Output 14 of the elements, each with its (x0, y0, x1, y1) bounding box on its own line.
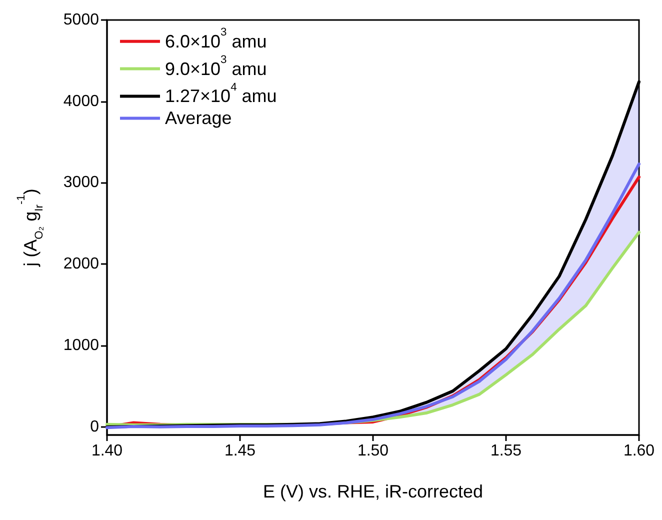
x-tick-label: 1.50 (357, 442, 389, 460)
y-tick-label: 1000 (63, 336, 100, 354)
y-tick-label: 2000 (63, 256, 100, 273)
x-tick-label: 1.60 (623, 442, 655, 460)
y-tick-label: 5000 (63, 12, 100, 28)
x-tick-label: 1.45 (224, 442, 256, 460)
y-tick-label: 0 (90, 418, 100, 436)
x-tick-label: 1.40 (91, 442, 123, 460)
legend-label: Average (165, 108, 232, 128)
x-tick-label: 1.55 (490, 442, 522, 460)
x-axis-title: E (V) vs. RHE, iR-corrected (262, 481, 484, 502)
y-tick-label: 3000 (63, 174, 100, 192)
y-axis-title: j (AO₂ gIr-1) (16, 188, 46, 268)
y-tick-label: 4000 (63, 92, 100, 110)
